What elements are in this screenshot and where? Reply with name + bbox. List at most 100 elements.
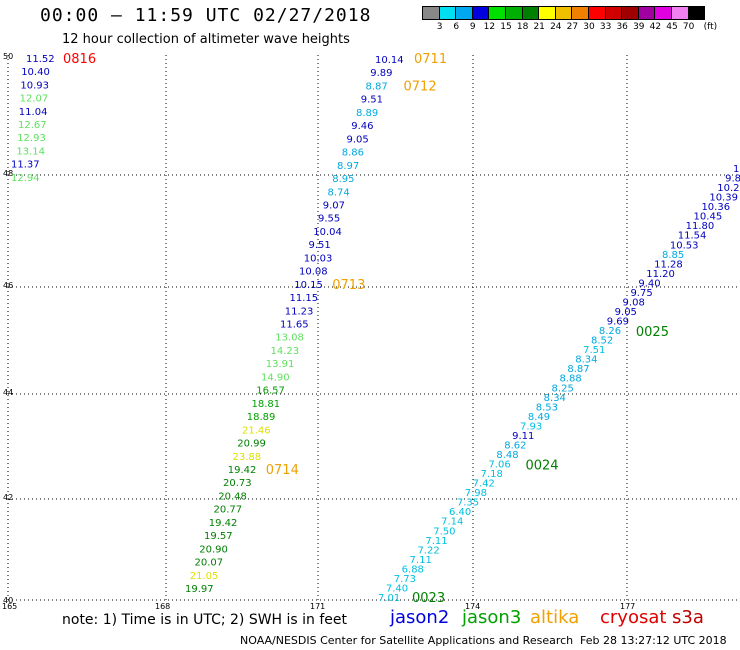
wave-height-value: 23.88: [233, 452, 262, 463]
wave-height-value: 11.37: [11, 160, 40, 171]
colorbar-label: 12: [483, 22, 496, 32]
colorbar-label: 9: [469, 22, 476, 32]
wave-height-value: 14.23: [271, 346, 300, 357]
longitude-label: 171: [310, 602, 325, 611]
axis-labels: 165 168 171 174 177 50 48 46 44 42 40: [2, 52, 635, 611]
wave-height-value: 19.57: [204, 531, 233, 542]
wave-height-value: 11.15: [290, 293, 319, 304]
wave-height-value: 7.06: [488, 460, 510, 471]
wave-height-value: 7.51: [583, 345, 605, 356]
wave-height-value: 10.53: [670, 240, 699, 251]
map-grid: [7, 55, 740, 601]
wave-height-value: 8.52: [591, 336, 613, 347]
wave-height-value: 11.54: [678, 231, 707, 242]
wave-height-value: 10.36: [701, 202, 730, 213]
colorbar-swatch: [687, 6, 706, 20]
pass-time-label: 0713: [332, 278, 365, 293]
wave-height-value: 10.15: [294, 280, 323, 291]
wave-height-value: 9.55: [318, 214, 340, 225]
wave-height-value: 9.51: [361, 95, 383, 106]
wave-height-value: 9.75: [630, 288, 652, 299]
wave-height-value: 20.73: [223, 478, 252, 489]
wave-height-value: 12.94: [11, 173, 40, 184]
wave-height-value: 6.88: [402, 564, 424, 575]
wave-height-value: 7.73: [394, 574, 416, 585]
wave-height-value: 7.98: [465, 488, 487, 499]
wave-height-value: 11.65: [280, 320, 309, 331]
latitude-label: 48: [3, 169, 13, 178]
satellite-legend-jason2: jason2: [390, 607, 450, 628]
pass-time-label: 0711: [414, 52, 447, 67]
satellite-legend-altika: altika: [530, 607, 580, 628]
wave-height-value: 7.22: [417, 545, 439, 556]
wave-height-value: 20.48: [218, 491, 247, 502]
wave-height-value: 8.89: [356, 108, 378, 119]
wave-height-value: 12.07: [20, 94, 49, 105]
wave-height-value: 9.05: [615, 307, 637, 318]
latitude-label: 46: [3, 281, 13, 290]
wave-height-value: 13.08: [275, 333, 304, 344]
wave-height-value: 8.26: [599, 326, 621, 337]
wave-height-value: 8.62: [504, 440, 526, 451]
wave-height-value: 9.69: [607, 317, 629, 328]
generated-timestamp: Feb 28 13:27:12 UTC 2018: [580, 634, 727, 647]
colorbar-label: 27: [566, 22, 579, 32]
wave-height-value: 7.14: [441, 517, 463, 528]
satellite-legend-jason3: jason3: [462, 607, 522, 628]
satellite-legend-s3a: s3a: [672, 607, 704, 628]
wave-height-colorbar: [422, 6, 706, 20]
wave-height-value: 10.03: [304, 253, 333, 264]
wave-height-value: 8.97: [337, 161, 359, 172]
wave-height-value: 10.04: [313, 227, 342, 238]
wave-height-value: 10.25: [717, 183, 740, 194]
wave-height-value: 13.91: [266, 359, 295, 370]
wave-height-value: 19.42: [209, 518, 238, 529]
wave-height-value: 11.04: [19, 107, 48, 118]
wave-height-value: 20.77: [214, 505, 243, 516]
satellite-legend-cryosat: cryosat: [600, 607, 667, 628]
longitude-label: 174: [465, 602, 480, 611]
colorbar-label: 42: [649, 22, 662, 32]
wave-height-value: 12.67: [18, 120, 47, 131]
wave-height-value: 9.51: [309, 240, 331, 251]
credit-line: NOAA/NESDIS Center for Satellite Applica…: [240, 634, 574, 647]
wave-height-value: 13.14: [16, 146, 45, 157]
pass-time-label: 0023: [412, 591, 445, 606]
wave-height-value: 7.40: [386, 583, 408, 594]
wave-height-value: 7.11: [410, 555, 432, 566]
satellite-tracks: 11.52 10.40 10.93 12.07 11.04 12.67 12.93 13.14…: [11, 52, 740, 606]
colorbar-label: 30: [583, 22, 595, 32]
wave-height-value: 9.08: [623, 297, 645, 308]
wave-height-value: 10.93: [20, 80, 49, 91]
wave-height-value: 8.34: [575, 355, 597, 366]
wave-height-value: 10.40: [21, 67, 50, 78]
wave-height-value: 18.89: [247, 412, 276, 423]
wave-height-value: 9.40: [638, 278, 660, 289]
wave-height-value: 11.52: [26, 54, 55, 65]
pass-time-label: 0816: [63, 52, 96, 67]
colorbar-label: 21: [533, 22, 545, 32]
colorbar-label: 70: [682, 22, 695, 32]
footer-note: note: 1) Time is in UTC; 2) SWH is in fe…: [62, 612, 348, 628]
wave-height-value: 7.42: [473, 479, 495, 490]
wave-height-value: 20.07: [195, 558, 224, 569]
wave-height-value: 8.87: [366, 81, 388, 92]
wave-height-value: 21.46: [242, 425, 271, 436]
wave-height-value: 11.28: [654, 259, 683, 270]
colorbar-label: 45: [666, 22, 678, 32]
wave-height-value: 6.40: [449, 507, 471, 518]
latitude-label: 42: [3, 493, 13, 502]
latitude-label: 40: [3, 596, 13, 605]
colorbar-label: 24: [550, 22, 562, 32]
page-subtitle: 12 hour collection of altimeter wave hei…: [62, 32, 350, 47]
wave-height-value: 10: [733, 164, 740, 175]
colorbar-label: (ft): [703, 22, 718, 32]
wave-height-value: 8.85: [662, 250, 684, 261]
wave-height-value: 20.90: [199, 544, 228, 555]
wave-height-value: 9.11: [512, 431, 534, 442]
wave-height-value: 7.35: [457, 498, 479, 509]
wave-height-value: 9.8: [725, 174, 740, 185]
wave-height-value: 11.20: [646, 269, 675, 280]
wave-height-value: 8.53: [536, 402, 558, 413]
